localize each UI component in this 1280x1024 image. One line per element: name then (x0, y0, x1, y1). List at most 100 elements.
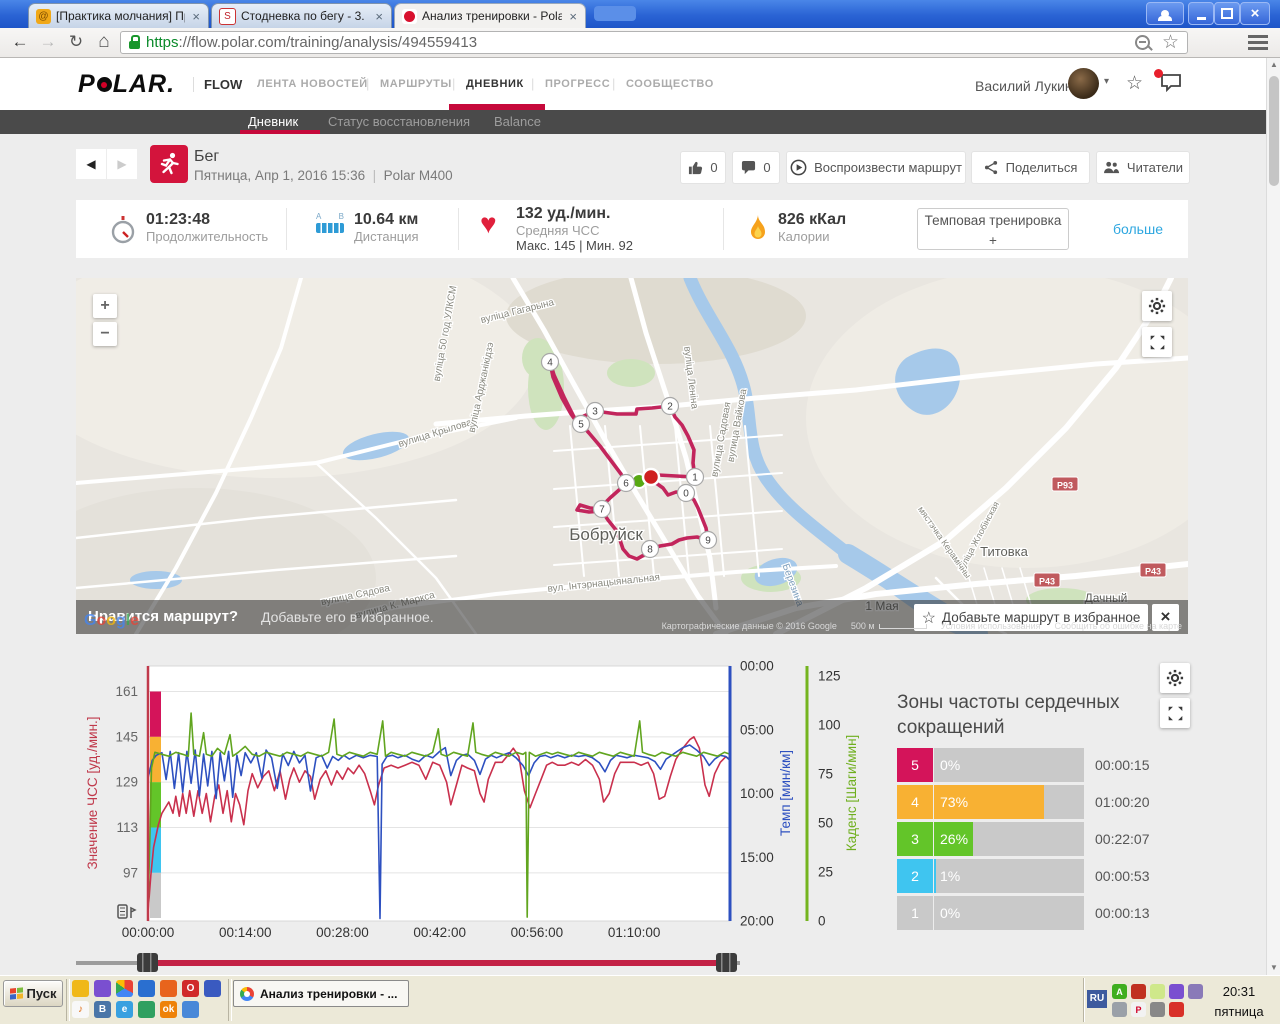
restore-button[interactable] (1214, 2, 1240, 25)
route-km-marker[interactable]: 5 (571, 414, 591, 434)
nav-progress[interactable]: ПРОГРЕСС (545, 78, 611, 90)
replay-route-button[interactable]: Воспроизвести маршрут (787, 152, 965, 183)
laps-icon[interactable] (117, 904, 137, 919)
webcam-icon[interactable] (1112, 1002, 1127, 1017)
bittorrent-tray-icon[interactable] (1169, 984, 1184, 999)
browser-tab-2[interactable]: S Стодневка по бегу - 3. На × (211, 3, 392, 28)
more-link[interactable]: больше (1113, 221, 1163, 237)
route-km-marker[interactable]: 0 (676, 483, 696, 503)
nav-diary[interactable]: ДНЕВНИК (466, 78, 524, 90)
scrollbar-thumb[interactable] (1269, 76, 1279, 186)
antivirus-a-icon[interactable]: A (1112, 984, 1127, 999)
route-km-marker[interactable]: 4 (540, 352, 560, 372)
route-km-marker[interactable]: 2 (660, 396, 680, 416)
tab-close-icon[interactable]: × (192, 8, 200, 24)
map-zoom-in-button[interactable]: + (93, 294, 117, 318)
route-km-marker[interactable]: 3 (585, 401, 605, 421)
ok-icon[interactable]: ok (160, 1001, 177, 1018)
previous-session-button[interactable]: ◀ (76, 149, 106, 179)
messages-icon[interactable] (1160, 73, 1182, 97)
new-tab-button[interactable] (594, 6, 636, 21)
training-benefit-button[interactable]: Темповая тренировка + (917, 208, 1069, 250)
scroll-up-icon[interactable]: ▲ (1270, 60, 1278, 69)
subnav-balance[interactable]: Balance (494, 114, 541, 129)
route-km-marker[interactable]: 1 (685, 467, 705, 487)
ie-icon[interactable]: e (116, 1001, 133, 1018)
polar-logo[interactable]: P LAR. (78, 70, 176, 98)
bittorrent-icon[interactable] (94, 980, 111, 997)
avatar[interactable] (1068, 68, 1099, 99)
reload-icon[interactable]: ↻ (68, 32, 84, 51)
terms-link[interactable]: Условия использования (940, 621, 1041, 631)
polar-tray-icon[interactable]: P (1131, 1002, 1146, 1017)
zones-settings-gear-icon[interactable] (1160, 663, 1190, 693)
address-bar[interactable]: https ://flow.polar.com/training/analysi… (120, 31, 1188, 54)
route-km-marker[interactable]: 9 (698, 530, 718, 550)
vk-icon[interactable]: B (94, 1001, 111, 1018)
close-overlay-button[interactable]: × (1152, 604, 1179, 631)
bookmark-star-icon[interactable]: ☆ (1161, 32, 1179, 53)
range-slider-selection[interactable] (158, 960, 716, 966)
map-zoom-out-button[interactable]: − (93, 322, 117, 346)
forward-nav-icon[interactable]: → (39, 32, 57, 51)
map-settings-gear-icon[interactable] (1142, 291, 1172, 321)
user-name[interactable]: Василий Лукин (975, 78, 1073, 94)
zones-expand-icon[interactable] (1160, 698, 1190, 728)
range-slider-right-handle[interactable] (716, 953, 737, 972)
volume-icon[interactable] (1150, 1002, 1165, 1017)
map-fullscreen-icon[interactable] (1142, 327, 1172, 357)
like-button[interactable]: 0 (681, 152, 725, 183)
distance-label: Дистанция (354, 229, 419, 244)
start-button[interactable]: Пуск (3, 980, 63, 1007)
route-km-marker[interactable]: 6 (616, 473, 636, 493)
browser-tab-active[interactable]: Анализ тренировки - Polar × (394, 3, 586, 28)
route-km-marker[interactable]: 7 (592, 499, 612, 519)
tab-close-icon[interactable]: × (569, 8, 577, 24)
followers-button[interactable]: Читатели (1097, 152, 1189, 183)
scroll-down-icon[interactable]: ▼ (1270, 963, 1278, 972)
sphere-icon[interactable] (1131, 984, 1146, 999)
profile-button[interactable] (1146, 2, 1184, 25)
firefox-icon[interactable] (160, 980, 177, 997)
tab-close-icon[interactable]: × (375, 8, 383, 24)
close-window-button[interactable]: × (1240, 2, 1270, 25)
music-icon[interactable]: ♪ (72, 1001, 89, 1018)
language-indicator[interactable]: RU (1087, 990, 1107, 1008)
home-icon[interactable]: ⌂ (98, 31, 110, 52)
chevron-down-icon[interactable]: ▾ (1104, 76, 1110, 87)
zoom-page-icon[interactable] (1134, 35, 1153, 51)
subnav-diary[interactable]: Дневник (248, 114, 299, 129)
nav-community[interactable]: СООБЩЕСТВО (626, 78, 714, 90)
flow-label: FLOW (193, 77, 242, 92)
kaspersky-icon[interactable] (1169, 1002, 1184, 1017)
aimp-icon[interactable] (72, 980, 89, 997)
save-icon[interactable] (204, 980, 221, 997)
report-error-link[interactable]: Сообщить об ошибке на карте (1054, 621, 1182, 631)
training-curves-chart[interactable]: 161 145 129 113 97 00:00 05:00 10:00 15:00 20:00 1… (0, 650, 880, 975)
back-nav-icon[interactable]: ← (11, 32, 29, 51)
browser-tab-1[interactable]: @ [Практика молчания] Прак × (28, 3, 209, 28)
menu-icon[interactable] (1248, 35, 1268, 51)
leaf-icon[interactable] (1150, 984, 1165, 999)
favorites-star-icon[interactable]: ☆ (1126, 73, 1144, 94)
share-button[interactable]: Поделиться (972, 152, 1089, 183)
route-km-marker[interactable]: 8 (640, 539, 660, 559)
next-session-button[interactable]: ▶ (107, 149, 137, 179)
eset-icon[interactable] (138, 980, 155, 997)
route-map[interactable]: БобруйскТитовкаДачный1 Маявуліца Ленінав… (76, 278, 1188, 634)
opera-icon[interactable]: O (182, 980, 199, 997)
tor-browser-icon[interactable] (138, 1001, 155, 1018)
icq-icon[interactable] (182, 1001, 199, 1018)
taskbar-clock[interactable]: 20:31 пятница (1214, 984, 1264, 1019)
taskbar-task-chrome[interactable]: Анализ тренировки - ... (233, 980, 409, 1007)
add-route-favorite-button[interactable]: ☆ Добавьте маршрут в избранное (914, 604, 1148, 631)
nav-feed[interactable]: ЛЕНТА НОВОСТЕЙ (257, 78, 368, 90)
range-slider-left-handle[interactable] (137, 953, 158, 972)
chrome-icon[interactable] (116, 980, 133, 997)
page-scrollbar[interactable]: ▲ ▼ (1266, 58, 1280, 975)
network-icon[interactable] (1188, 984, 1203, 999)
subnav-recovery[interactable]: Статус восстановления (328, 114, 471, 129)
comments-button[interactable]: 0 (733, 152, 779, 183)
minimize-button[interactable] (1188, 2, 1214, 25)
nav-routes[interactable]: МАРШРУТЫ (380, 78, 452, 90)
